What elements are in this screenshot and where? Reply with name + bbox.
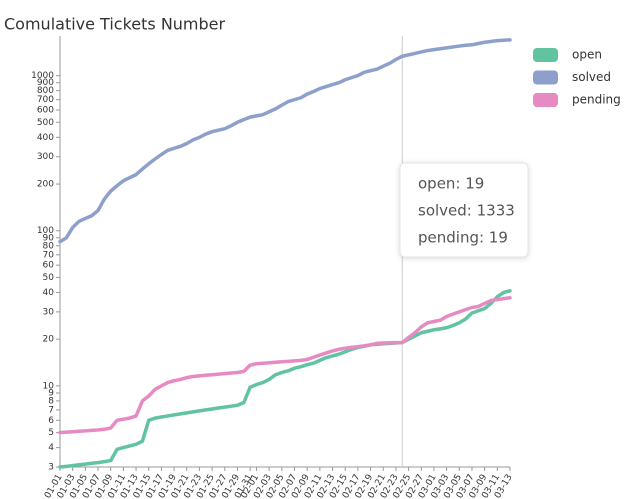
series-line bbox=[58, 289, 512, 469]
chart-title: Comulative Tickets Number bbox=[4, 15, 226, 34]
y-tick-label: 90 bbox=[43, 233, 55, 243]
legend-label: solved bbox=[572, 70, 611, 84]
legend-swatch bbox=[533, 70, 558, 85]
legend-label: open bbox=[572, 48, 602, 62]
y-tick-label: 600 bbox=[37, 106, 54, 116]
y-tick-label: 700 bbox=[37, 95, 54, 105]
legend-label: pending bbox=[572, 93, 621, 107]
tooltip-line: solved: 1333 bbox=[418, 202, 515, 220]
y-tick-label: 200 bbox=[37, 180, 54, 190]
y-tick-label: 500 bbox=[37, 118, 54, 128]
y-tick-label: 80 bbox=[43, 241, 55, 251]
series-line bbox=[58, 38, 512, 244]
tooltip-line: pending: 19 bbox=[418, 229, 508, 247]
legend-swatch bbox=[533, 93, 558, 107]
y-tick-label: 40 bbox=[43, 288, 55, 298]
y-tick-label: 30 bbox=[43, 307, 55, 317]
y-tick-label: 3 bbox=[48, 463, 54, 473]
y-tick-label: 8 bbox=[48, 396, 54, 406]
series-line bbox=[58, 295, 512, 435]
y-tick-label: 800 bbox=[37, 86, 54, 96]
y-tick-label: 4 bbox=[48, 443, 54, 453]
y-tick-label: 9 bbox=[48, 388, 54, 398]
y-tick-label: 70 bbox=[43, 250, 55, 260]
legend-swatch bbox=[533, 48, 558, 62]
y-tick-label: 400 bbox=[37, 133, 54, 143]
y-tick-label: 6 bbox=[48, 416, 54, 426]
y-tick-label: 300 bbox=[37, 152, 54, 162]
tooltip-box bbox=[399, 162, 529, 258]
y-tick-label: 7 bbox=[48, 405, 54, 415]
y-tick-label: 20 bbox=[43, 335, 55, 345]
y-tick-label: 900 bbox=[37, 78, 54, 88]
tooltip-line: open: 19 bbox=[418, 175, 484, 193]
tooltip: open: 19 solved: 1333 pending: 19 bbox=[399, 162, 529, 258]
y-tick-label: 10 bbox=[43, 381, 55, 391]
y-tick-label: 60 bbox=[43, 261, 55, 271]
y-tick-label: 5 bbox=[48, 428, 54, 438]
y-tick-label: 50 bbox=[43, 273, 55, 283]
y-tick-label: 100 bbox=[37, 226, 54, 236]
y-tick-label: 1000 bbox=[31, 71, 54, 81]
